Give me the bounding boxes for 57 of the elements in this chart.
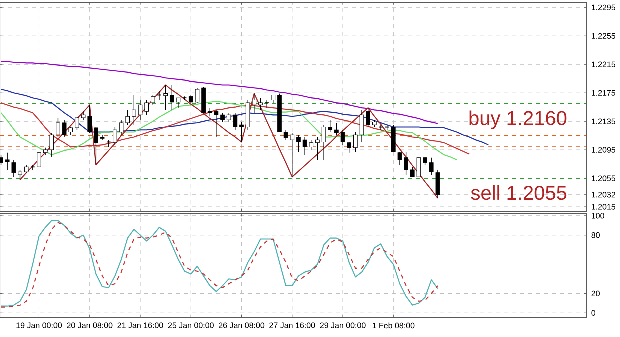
- candlestick: [258, 98, 263, 111]
- y-tick-label: 1.2135: [592, 118, 616, 124]
- candlestick: [119, 120, 124, 136]
- candlestick: [0, 154, 4, 166]
- x-tick-label: 27 Jan 16:00: [270, 322, 316, 328]
- candlestick: [138, 100, 143, 120]
- candlestick: [75, 118, 80, 130]
- y-tick-label: 1.2215: [592, 62, 616, 68]
- candlestick: [100, 134, 105, 140]
- x-tick-label: 25 Jan 00:00: [168, 322, 214, 328]
- ref-line-label: sell 1.2055: [471, 185, 567, 200]
- candlestick: [164, 84, 168, 111]
- y-tick-label: 1.2175: [592, 90, 616, 96]
- candlestick: [340, 130, 346, 146]
- y-tick-label: 100: [592, 213, 604, 219]
- candlestick: [5, 152, 10, 170]
- candlestick: [316, 136, 320, 160]
- candlestick: [436, 170, 440, 199]
- y-tick-label: 1.2095: [592, 147, 616, 153]
- y-tick-label: 1.2295: [592, 4, 616, 10]
- x-tick-label: 19 Jan 00:00: [16, 322, 62, 328]
- y-tick-label: 0: [592, 310, 596, 316]
- y-tick-label: 80: [592, 232, 600, 238]
- ref-line-label: buy 1.2160: [470, 110, 567, 130]
- candlestick: [334, 122, 339, 136]
- candlestick: [347, 142, 352, 154]
- candlestick: [144, 100, 149, 116]
- x-tick-label: 29 Jan 00:00: [320, 322, 366, 328]
- y-tick-label: 1.2255: [592, 33, 616, 39]
- candlestick: [12, 160, 16, 178]
- y-tick-label: 20: [592, 290, 600, 297]
- candlestick: [94, 126, 98, 166]
- candlestick: [240, 122, 244, 143]
- candlestick: [404, 152, 408, 176]
- y-tick-label: 1.2015: [592, 204, 616, 210]
- candlestick: [113, 126, 118, 146]
- candlestick: [366, 108, 371, 128]
- x-tick-label: 21 Jan 16:00: [118, 322, 164, 328]
- candlestick: [18, 170, 22, 180]
- candlestick: [264, 100, 270, 108]
- candlestick: [296, 134, 301, 153]
- candlestick: [37, 152, 42, 168]
- candlestick: [220, 112, 225, 123]
- candlestick: [354, 132, 358, 153]
- candlestick: [170, 84, 174, 111]
- candlestick: [360, 110, 364, 143]
- candlestick: [126, 110, 130, 126]
- candlestick: [56, 118, 60, 138]
- y-tick-label: 1.2032: [592, 192, 616, 198]
- candlestick: [398, 152, 402, 166]
- y-tick-label: 1.2055: [592, 176, 616, 182]
- x-tick-label: 20 Jan 08:00: [67, 322, 113, 328]
- x-tick-label: 1 Feb 08:00: [372, 322, 415, 329]
- candlestick: [132, 94, 136, 126]
- candlestick: [150, 94, 156, 106]
- x-tick-label: 26 Jan 08:00: [219, 322, 265, 328]
- candlestick: [429, 158, 434, 176]
